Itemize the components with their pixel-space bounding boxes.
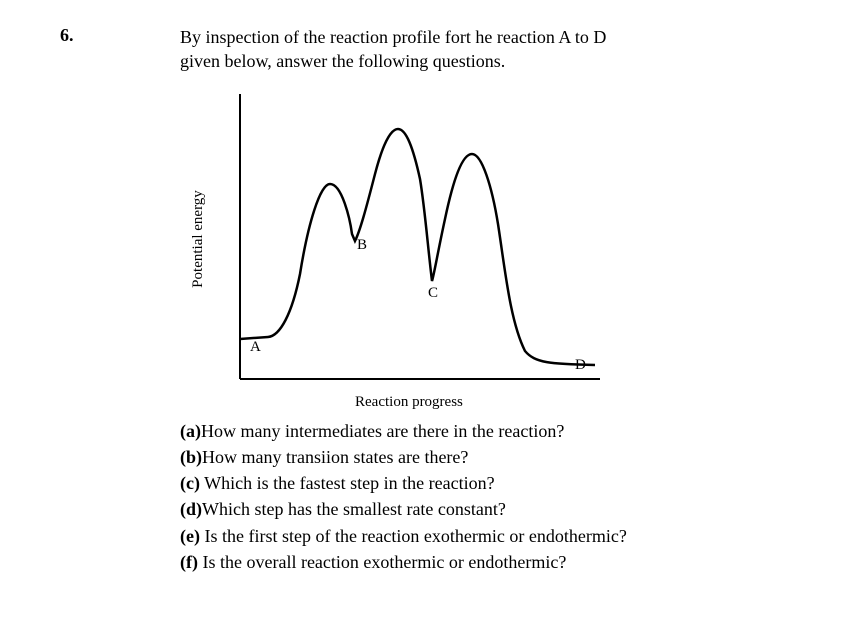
question-prompt: By inspection of the reaction profile fo… [180,25,803,74]
sub-letter: (c) [180,473,200,493]
sub-question-c: (c) Which is the fastest step in the rea… [180,471,803,495]
sub-text: How many transiion states are there? [202,447,468,467]
prompt-line-1: By inspection of the reaction profile fo… [180,27,606,47]
sub-text: How many intermediates are there in the … [201,421,564,441]
label-d: D [575,357,586,373]
label-c: C [428,285,438,301]
label-a: A [250,339,261,355]
sub-letter: (a) [180,421,201,441]
sub-text: Which step has the smallest rate constan… [202,499,506,519]
sub-text: Is the overall reaction exothermic or en… [202,552,566,572]
label-b: B [357,237,367,253]
question-content: By inspection of the reaction profile fo… [180,25,803,574]
reaction-profile-diagram: Potential energy A B C D Reaction progre… [200,89,620,409]
sub-letter: (f) [180,552,198,572]
prompt-line-2: given below, answer the following questi… [180,51,505,71]
sub-text: Is the first step of the reaction exothe… [204,526,626,546]
sub-questions-list: (a)How many intermediates are there in t… [180,419,803,575]
sub-question-b: (b)How many transiion states are there? [180,445,803,469]
sub-question-a: (a)How many intermediates are there in t… [180,419,803,443]
sub-letter: (b) [180,447,202,467]
sub-text: Which is the fastest step in the reactio… [204,473,494,493]
diagram-svg: A B C D [200,89,610,389]
sub-question-d: (d)Which step has the smallest rate cons… [180,497,803,521]
energy-curve [240,129,595,365]
x-axis-label: Reaction progress [355,394,463,411]
sub-question-f: (f) Is the overall reaction exothermic o… [180,550,803,574]
sub-question-e: (e) Is the first step of the reaction ex… [180,524,803,548]
sub-letter: (d) [180,499,202,519]
question-number: 6. [60,25,74,46]
y-axis-label: Potential energy [190,190,207,288]
sub-letter: (e) [180,526,200,546]
